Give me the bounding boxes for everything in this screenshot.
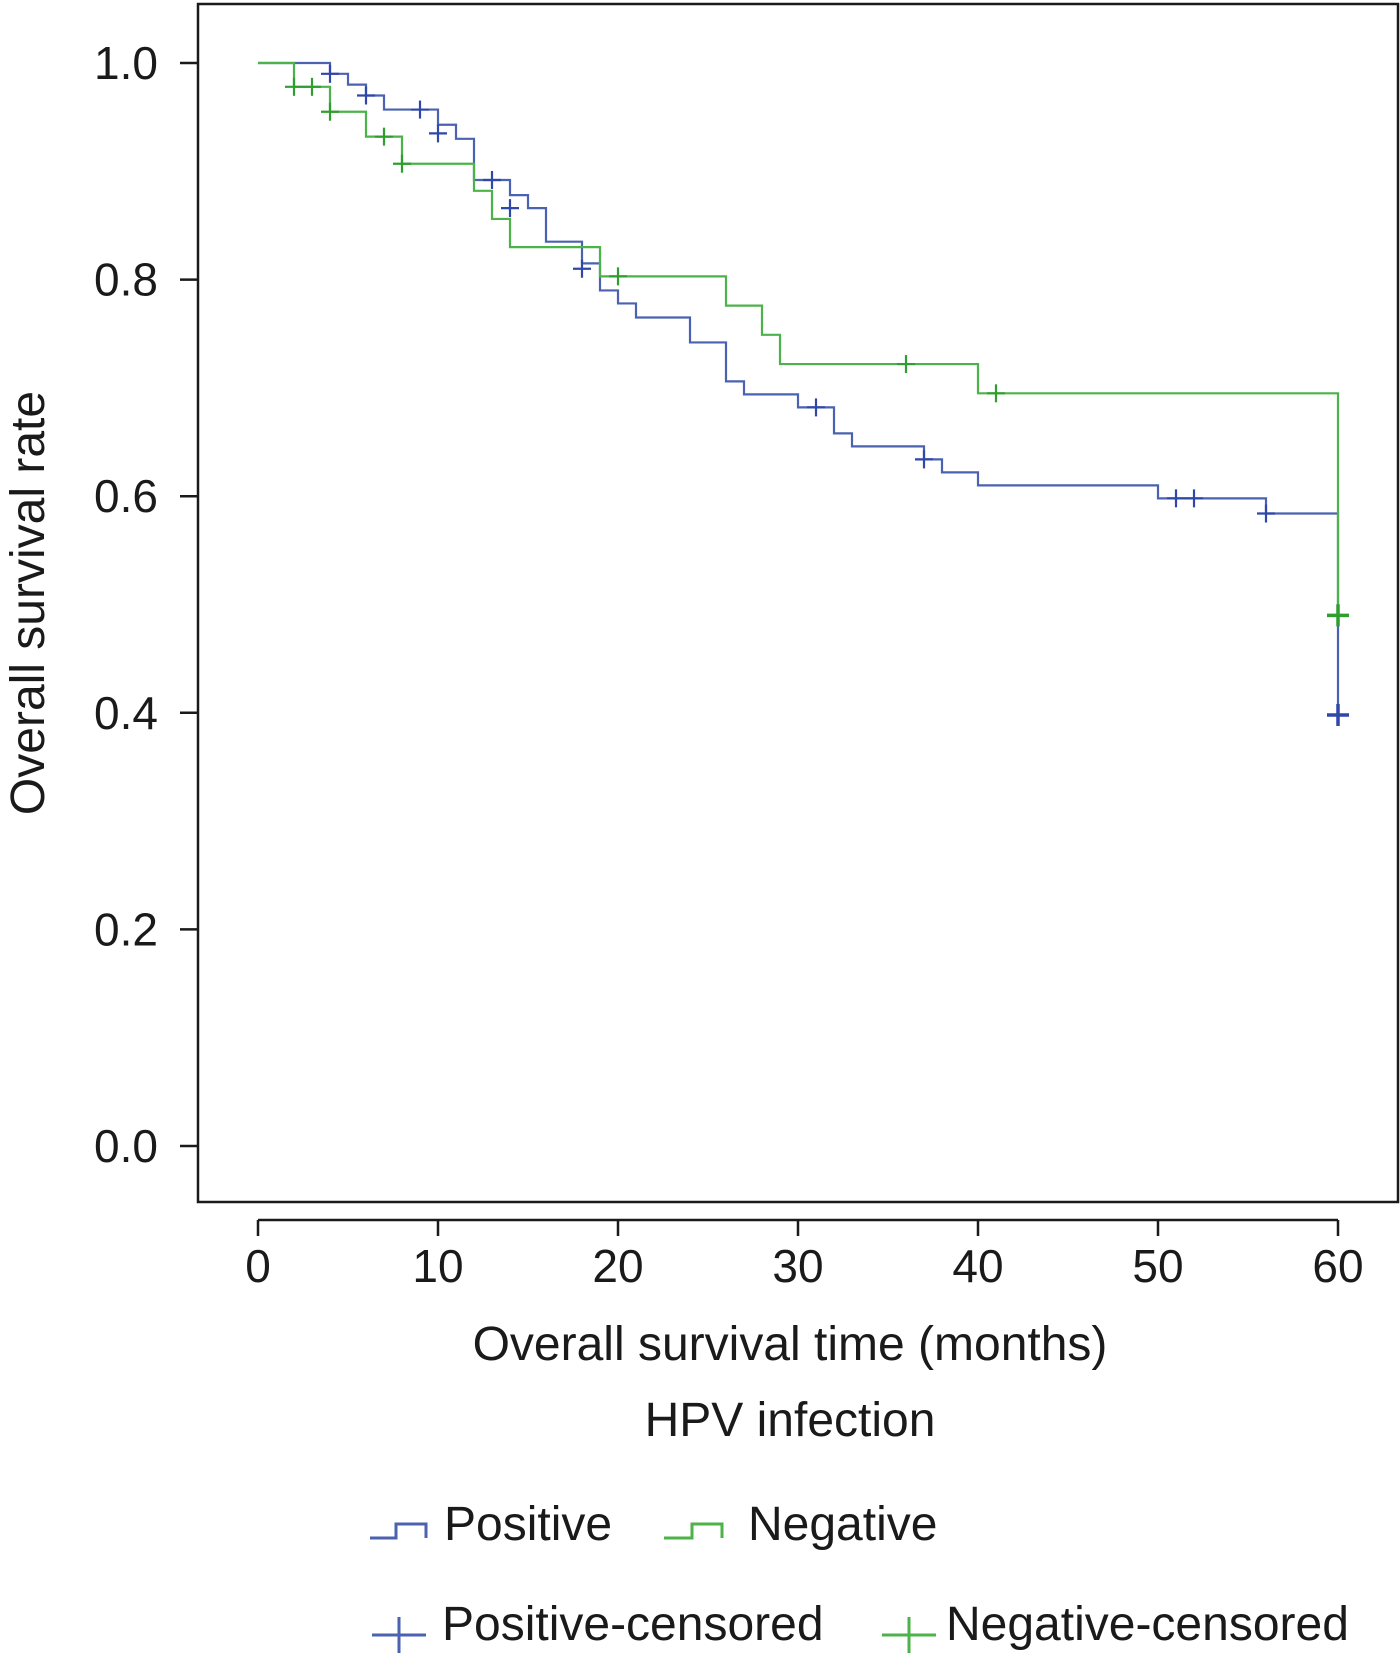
censor-mark-positive (357, 86, 375, 105)
legend-negative-censored-icon (882, 1617, 936, 1653)
x-tick-label: 40 (952, 1240, 1003, 1292)
censor-mark-positive (1185, 489, 1203, 508)
x-tick-label: 10 (412, 1240, 463, 1292)
censor-mark-positive (1167, 489, 1185, 508)
censor-mark-positive (429, 124, 447, 143)
censor-mark-negative (609, 267, 627, 286)
censor-mark-positive (483, 170, 501, 189)
censor-mark-negative (303, 77, 321, 96)
censor-mark-negative (1327, 604, 1349, 627)
censor-layer (285, 64, 1349, 726)
censor-mark-positive (807, 398, 825, 417)
censor-mark-positive (1257, 504, 1275, 523)
legend: Positive Negative Positive-censored Nega… (370, 1498, 1349, 1653)
series-line-positive (258, 61, 1340, 713)
x-tick-label: 20 (592, 1240, 643, 1292)
y-tick-label: 0.8 (94, 254, 158, 306)
censor-mark-positive (321, 64, 339, 83)
legend-negative-label: Negative (748, 1498, 937, 1551)
legend-positive-censored-label: Positive-censored (442, 1598, 824, 1651)
censor-mark-negative (987, 384, 1005, 403)
legend-positive-label: Positive (444, 1498, 612, 1551)
series-layer (258, 61, 1340, 713)
legend-positive-line-icon (370, 1522, 428, 1540)
plot-frame (196, 2, 1400, 1204)
x-tick-label: 0 (245, 1240, 271, 1292)
censor-mark-positive (411, 100, 429, 119)
y-axis: 0.0 0.2 0.4 0.6 0.8 1.0 (94, 37, 198, 1172)
censor-mark-positive (501, 199, 519, 218)
y-tick-label: 0.0 (94, 1120, 158, 1172)
y-tick-label: 0.4 (94, 687, 158, 739)
censor-mark-positive (915, 450, 933, 469)
censor-mark-negative (321, 102, 339, 121)
censor-mark-negative (375, 127, 393, 146)
y-axis-title: Overall survival rate (2, 391, 55, 815)
y-tick-label: 1.0 (94, 37, 158, 89)
legend-negative-line-icon (664, 1522, 724, 1540)
censor-mark-positive (1327, 703, 1349, 726)
legend-positive-censored-icon (372, 1617, 426, 1653)
censor-mark-positive (573, 259, 591, 278)
censor-mark-negative (393, 154, 411, 173)
legend-title: HPV infection (645, 1394, 936, 1447)
y-tick-label: 0.6 (94, 470, 158, 522)
censor-mark-negative (897, 355, 915, 374)
series-line-negative (258, 61, 1340, 616)
x-tick-label: 60 (1312, 1240, 1363, 1292)
x-tick-label: 30 (772, 1240, 823, 1292)
x-axis-title: Overall survival time (months) (473, 1318, 1108, 1371)
x-tick-label: 50 (1132, 1240, 1183, 1292)
legend-negative-censored-label: Negative-censored (946, 1598, 1349, 1651)
censor-mark-negative (285, 77, 303, 96)
x-axis: 0 10 20 30 40 50 60 (245, 1218, 1364, 1292)
y-tick-label: 0.2 (94, 903, 158, 955)
